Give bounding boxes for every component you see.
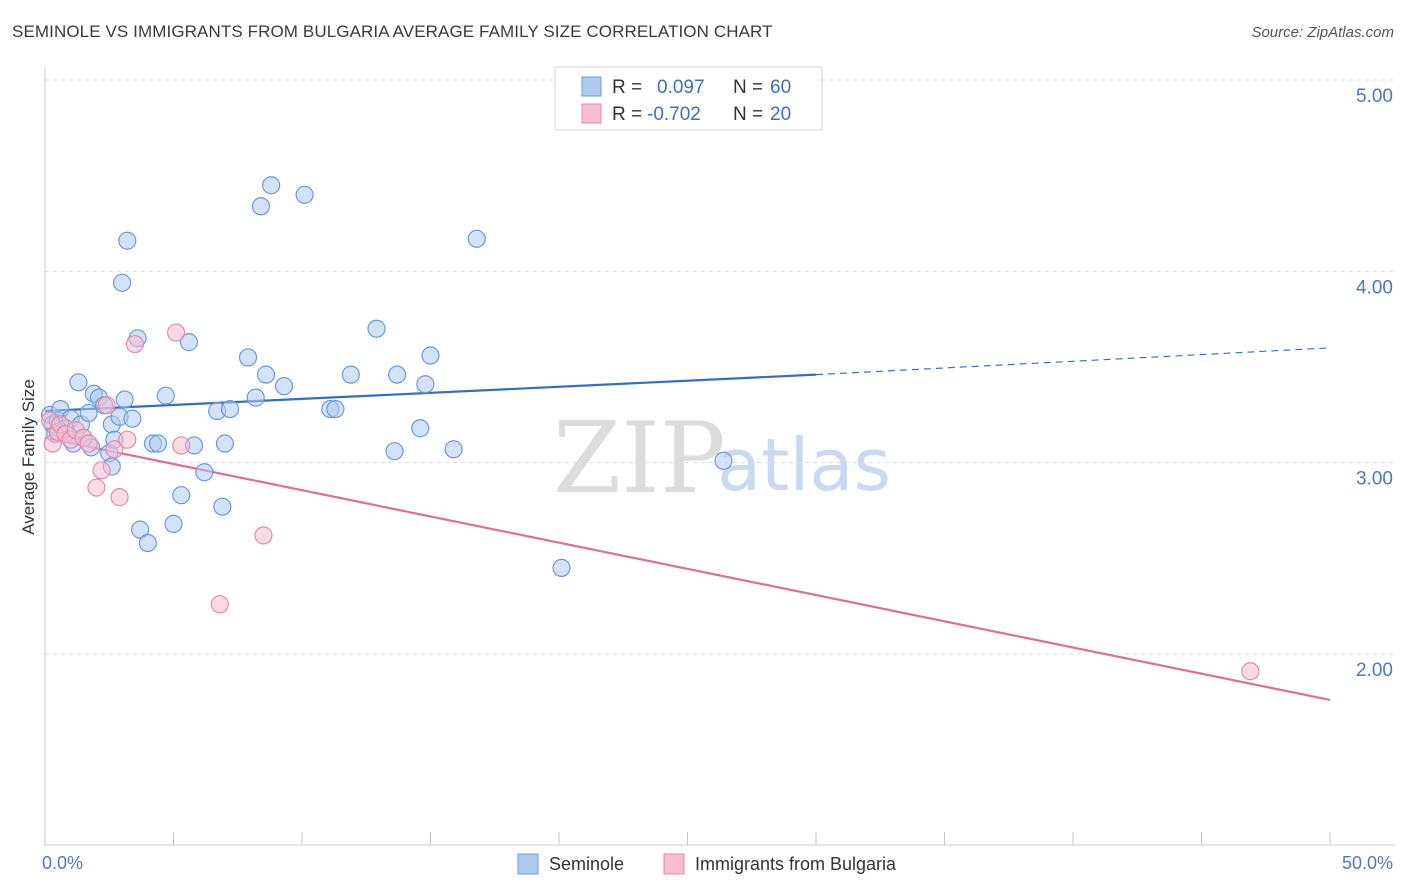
correlation-legend: R = 0.097 N = 60 R = -0.702 N = 20 [554, 66, 823, 131]
legend-r-value-1: 0.097 [657, 77, 705, 98]
seminole-point [367, 319, 386, 338]
seminole-point [326, 399, 345, 419]
watermark-zip: ZIP [553, 402, 726, 516]
bottom-swatch-seminole [517, 853, 539, 875]
seminole-point [215, 434, 234, 453]
bottom-swatch-bulgaria [663, 853, 685, 875]
axes: 0.0% 50.0% [42, 68, 1395, 873]
seminole-trend-line [44, 373, 817, 413]
legend-swatch-seminole [581, 76, 602, 97]
seminole-point [118, 231, 137, 250]
seminole-point [179, 333, 199, 352]
legend-r-label-1: R = [612, 77, 642, 98]
x-tick-label-min: 0.0% [42, 853, 83, 873]
seminole-point [295, 185, 314, 204]
seminole-point [387, 365, 407, 384]
bulgaria-point [1241, 662, 1260, 681]
seminole-point [421, 346, 440, 365]
y-axis-label: Average Family Size [19, 379, 38, 535]
y-tick-label: 4.00 [1356, 277, 1393, 298]
seminole-point [238, 348, 258, 367]
bulgaria-point [105, 440, 124, 459]
seminole-point [156, 386, 175, 405]
watermark-atlas: atlas [717, 423, 891, 507]
series-legend: Seminole Immigrants from Bulgaria [517, 853, 897, 875]
gridlines: 2.00 3.00 4.00 5.00 [45, 79, 1395, 681]
bottom-legend-bulgaria: Immigrants from Bulgaria [695, 854, 897, 874]
seminole-point [115, 390, 134, 409]
seminole-point [79, 403, 98, 423]
x-tick-label-max: 50.0% [1342, 853, 1393, 873]
y-tick-label: 2.00 [1356, 660, 1393, 681]
seminole-point [416, 375, 435, 394]
seminole-point [341, 365, 360, 384]
seminole-point [467, 229, 486, 248]
seminole-point [112, 273, 132, 292]
seminole-point [411, 419, 430, 438]
seminole-point [246, 388, 265, 407]
seminole-point [274, 377, 294, 396]
bottom-legend-seminole: Seminole [549, 854, 624, 874]
bulgaria-point [79, 434, 98, 453]
bulgaria-point [172, 436, 191, 455]
seminole-point [213, 497, 232, 516]
legend-swatch-bulgaria [581, 103, 602, 124]
seminole-point [172, 486, 191, 505]
seminole-point [138, 533, 157, 553]
seminole-point [262, 176, 281, 195]
bulgaria-point [254, 526, 273, 545]
seminole-point [444, 440, 463, 459]
legend-n-label-1: N = [733, 77, 763, 98]
seminole-point [123, 409, 142, 428]
bulgaria-point [110, 488, 129, 507]
bulgaria-trend-line [44, 436, 1331, 701]
legend-n-label-2: N = [733, 104, 763, 125]
legend-r-value-2: -0.702 [647, 104, 701, 125]
bulgaria-point [92, 461, 111, 480]
chart-title: SEMINOLE VS IMMIGRANTS FROM BULGARIA AVE… [12, 22, 773, 41]
seminole-trend-extension [815, 347, 1331, 376]
legend-r-label-2: R = [612, 104, 642, 125]
bulgaria-point [166, 323, 186, 342]
y-tick-label: 5.00 [1356, 86, 1393, 107]
seminole-point [251, 197, 270, 216]
seminole-point [69, 373, 88, 392]
trend-lines [44, 347, 1331, 701]
seminole-point [148, 434, 168, 453]
seminole-point [385, 442, 404, 461]
seminole-point [164, 514, 183, 533]
bulgaria-point [210, 595, 229, 614]
seminole-point [714, 451, 733, 470]
seminole-point [195, 463, 214, 482]
legend-n-value-1: 60 [770, 77, 791, 98]
seminole-point [552, 558, 571, 578]
bulgaria-point [125, 334, 145, 354]
bulgaria-point [87, 478, 106, 497]
y-tick-label: 3.00 [1356, 469, 1393, 490]
data-points [41, 176, 1260, 681]
seminole-point [130, 520, 150, 539]
seminole-point [220, 399, 240, 419]
bulgaria-point [97, 396, 116, 415]
seminole-point [256, 365, 276, 384]
legend-n-value-2: 20 [770, 104, 791, 125]
source-credit: Source: ZipAtlas.com [1251, 24, 1394, 41]
bulgaria-point [118, 430, 137, 449]
